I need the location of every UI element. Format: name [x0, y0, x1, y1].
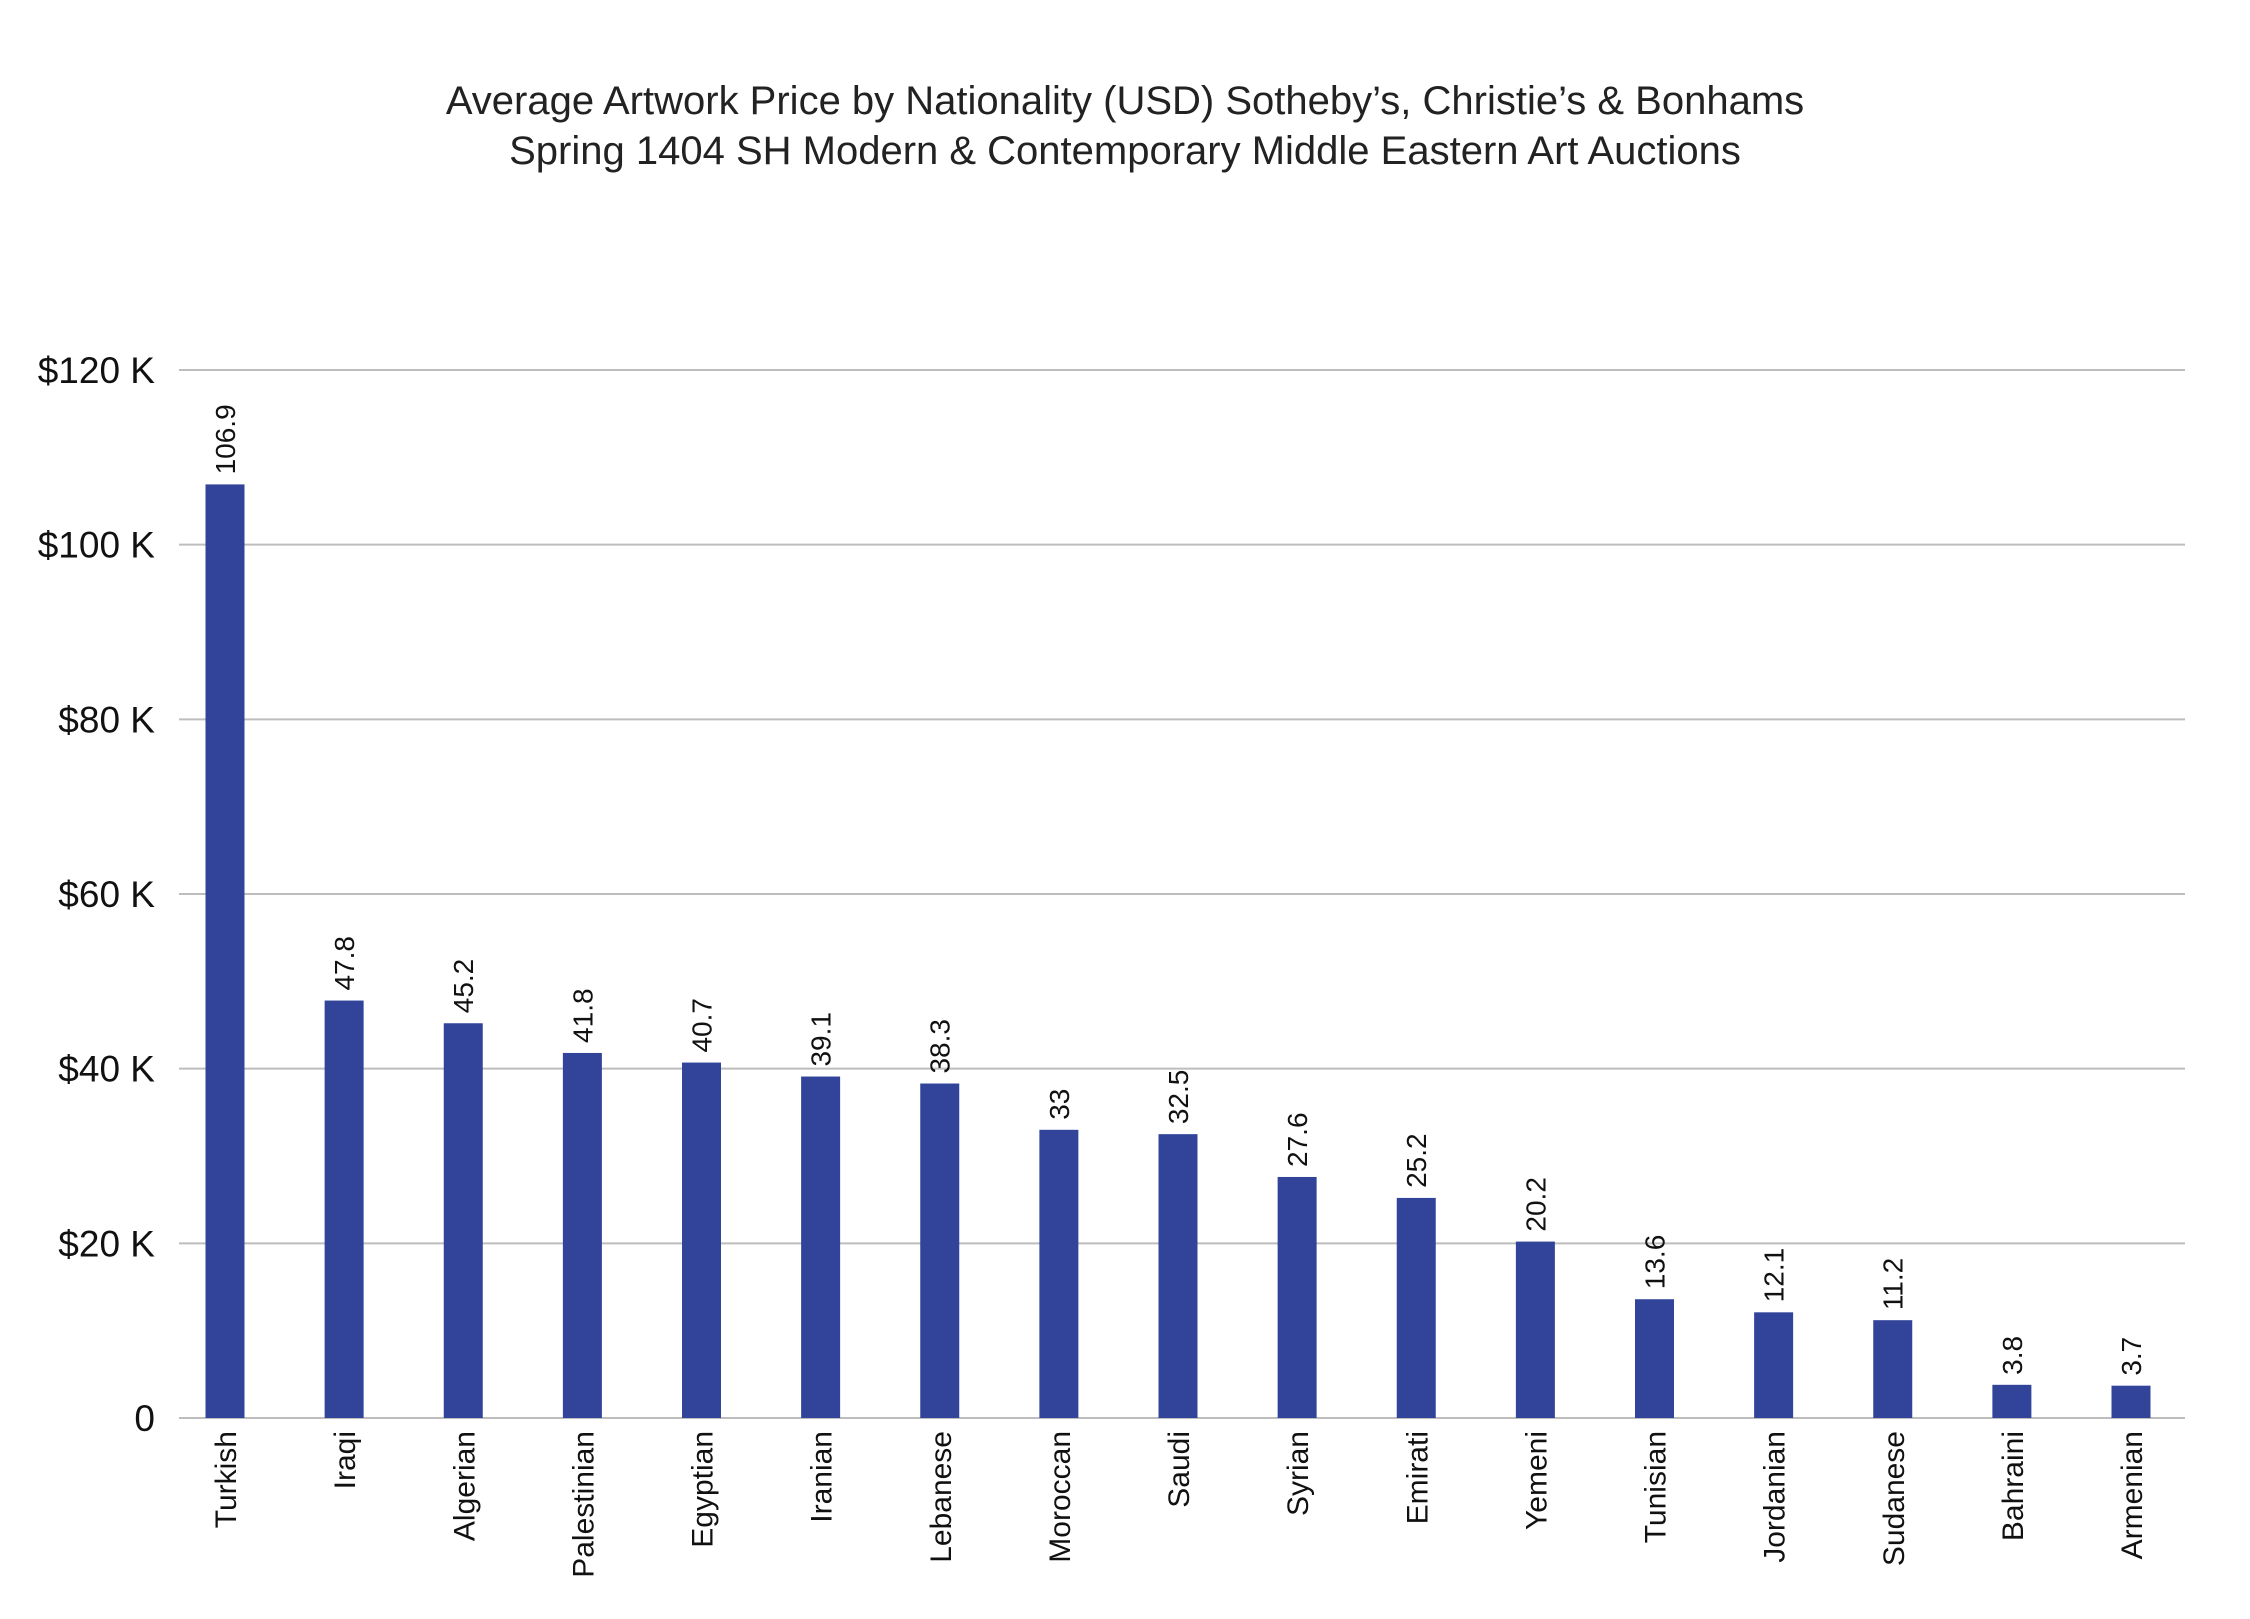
bar-value-label: 33 — [1044, 1089, 1075, 1120]
bar-value-label: 3.7 — [2116, 1337, 2147, 1376]
bar-value-label: 40.7 — [687, 998, 718, 1053]
bar-value-label: 38.3 — [925, 1019, 956, 1074]
bar-tunisian — [1635, 1299, 1674, 1418]
category-label: Moroccan — [1044, 1431, 1077, 1563]
bar-iraqi — [324, 1000, 364, 1418]
bars — [205, 484, 2151, 1418]
bar-value-label: 32.5 — [1163, 1070, 1194, 1125]
category-label: Lebanese — [925, 1431, 958, 1563]
bar-syrian — [1277, 1176, 1317, 1418]
bar-bahraini — [1992, 1384, 2032, 1418]
category-label: Emirati — [1401, 1431, 1434, 1524]
bar-value-label: 47.8 — [329, 936, 360, 991]
y-tick-label: $60 K — [58, 874, 155, 915]
bar-yemeni — [1515, 1241, 1555, 1418]
bar-value-label: 45.2 — [448, 959, 479, 1014]
y-axis-tick-labels: 0 $20 K $40 K $60 K $80 K $100 K $120 K — [38, 350, 156, 1439]
bar-value-label: 106.9 — [210, 404, 241, 474]
category-label: Yemeni — [1520, 1431, 1553, 1530]
gridlines — [179, 369, 2185, 1419]
chart-title-line-1: Average Artwork Price by Nationality (US… — [445, 79, 1805, 123]
category-label: Sudanese — [1878, 1431, 1911, 1566]
category-label: Bahraini — [1997, 1431, 2030, 1541]
bar-palestinian — [562, 1052, 602, 1418]
bar-armenian — [2111, 1385, 2151, 1418]
category-label: Armenian — [2116, 1431, 2149, 1559]
category-label: Turkish — [210, 1431, 243, 1528]
category-label: Saudi — [1163, 1431, 1196, 1508]
bar-value-label: 41.8 — [567, 988, 598, 1043]
y-tick-label: $100 K — [38, 525, 156, 566]
category-label: Iranian — [806, 1431, 839, 1523]
bar-algerian — [443, 1023, 483, 1418]
bar-value-labels: 106.9 47.8 45.2 41.8 40.7 39.1 38.3 33 32.5 27.6 2… — [210, 404, 2147, 1375]
category-label: Iraqi — [329, 1431, 362, 1489]
category-label: Tunisian — [1640, 1431, 1673, 1543]
bar-jordanian — [1754, 1312, 1794, 1418]
y-tick-label: $80 K — [58, 699, 155, 740]
bar-iranian — [801, 1076, 841, 1418]
category-label: Palestinian — [567, 1431, 600, 1578]
x-axis-category-labels: Turkish Iraqi Algerian Palestinian Egyptian I… — [210, 1431, 2149, 1578]
bar-turkish — [205, 484, 245, 1418]
bar-egyptian — [682, 1062, 721, 1418]
y-tick-label: $20 K — [58, 1223, 155, 1264]
bar-value-label: 25.2 — [1401, 1133, 1432, 1188]
bar-moroccan — [1039, 1129, 1079, 1418]
y-tick-label: 0 — [134, 1398, 155, 1439]
category-label: Jordanian — [1759, 1431, 1792, 1563]
y-tick-label: $120 K — [38, 350, 156, 391]
bar-value-label: 39.1 — [806, 1012, 837, 1067]
bar-lebanese — [920, 1083, 960, 1418]
bar-value-label: 13.6 — [1640, 1235, 1671, 1290]
chart-title-line-2: Spring 1404 SH Modern & Contemporary Mid… — [509, 129, 1741, 173]
bar-value-label: 12.1 — [1759, 1248, 1790, 1303]
y-tick-label: $40 K — [58, 1049, 155, 1090]
bar-sudanese — [1873, 1320, 1913, 1418]
bar-saudi — [1158, 1134, 1198, 1418]
bar-value-label: 27.6 — [1282, 1112, 1313, 1167]
category-label: Syrian — [1282, 1431, 1315, 1516]
bar-value-label: 20.2 — [1520, 1177, 1551, 1232]
bar-emirati — [1396, 1197, 1436, 1418]
category-label: Algerian — [448, 1431, 481, 1541]
bar-value-label: 3.8 — [1997, 1336, 2028, 1375]
category-label: Egyptian — [687, 1431, 720, 1548]
bar-value-label: 11.2 — [1878, 1258, 1909, 1310]
